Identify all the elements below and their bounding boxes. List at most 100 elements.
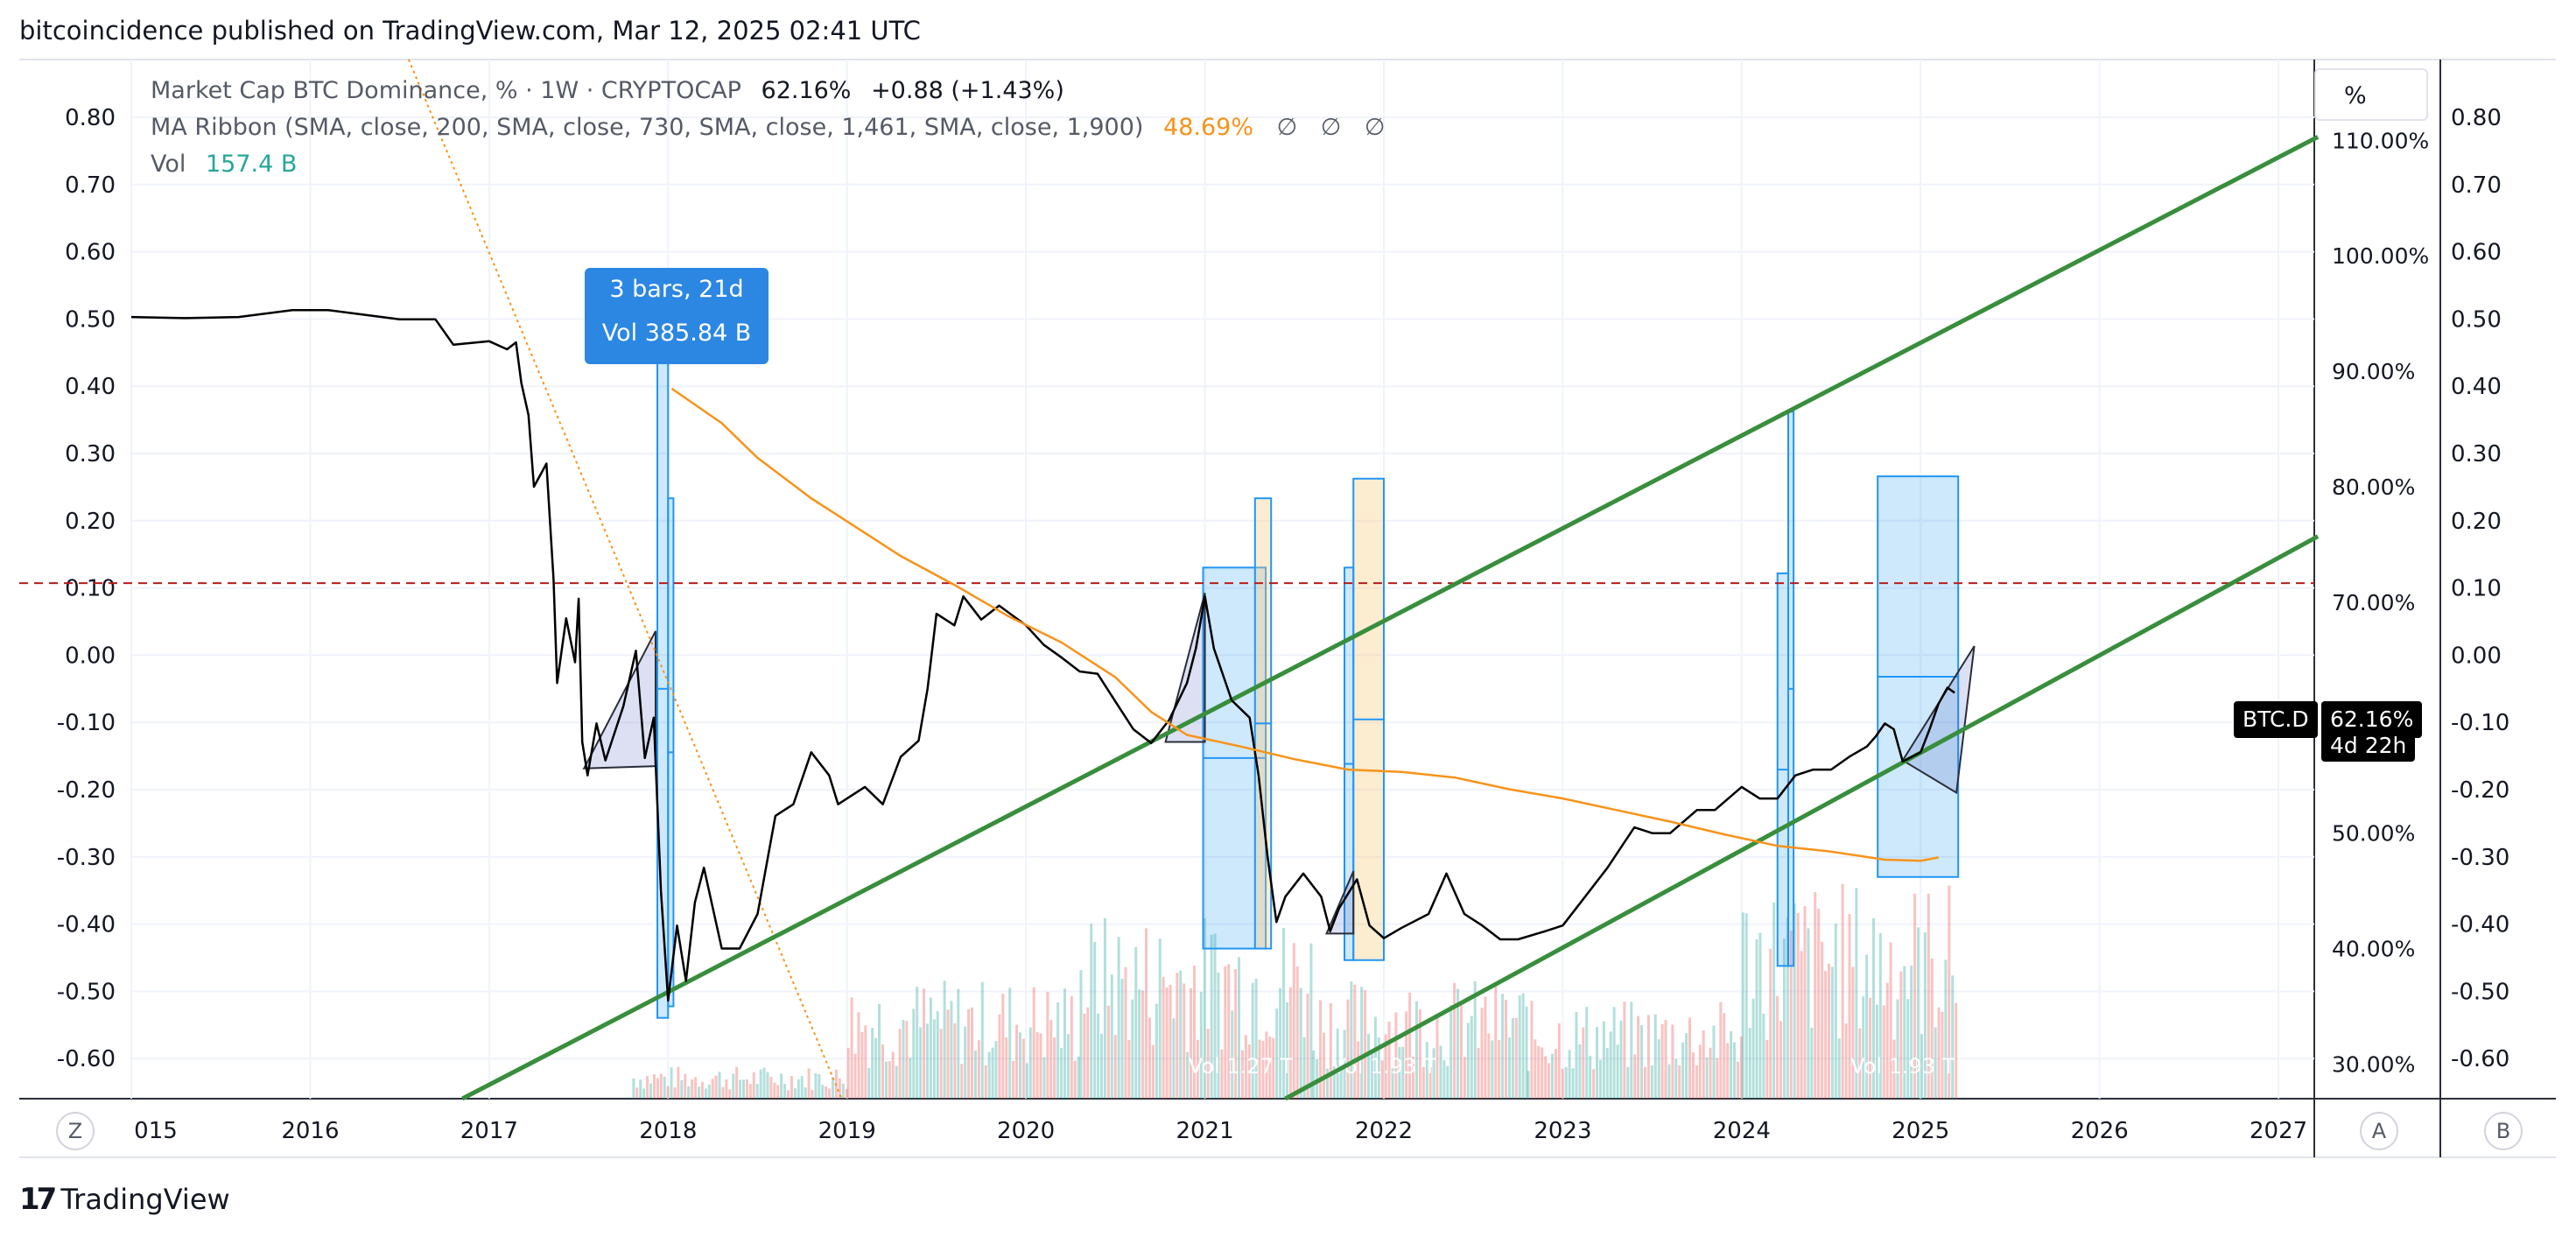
right-tick-label: -0.40 [2451, 912, 2509, 938]
volume-bar [1937, 1007, 1941, 1099]
pct-tick-label: 70.00% [2332, 590, 2415, 615]
volume-bar [1183, 983, 1186, 1099]
volume-bar [1507, 1037, 1511, 1099]
volume-bar [741, 1079, 745, 1099]
volume-bar [1527, 1071, 1530, 1099]
volume-bar [1609, 1031, 1612, 1099]
left-tick-label: -0.40 [57, 912, 116, 938]
volume-bar [1039, 1033, 1042, 1099]
volume-bar [745, 1079, 748, 1099]
volume-bar [793, 1088, 797, 1099]
volume-bar [1899, 971, 1903, 1099]
volume-bar [1425, 1042, 1428, 1099]
volume-bar [1605, 1047, 1609, 1099]
volume-bar [807, 1068, 811, 1099]
volume-bar [1592, 1069, 1596, 1099]
left-tick-label: 0.80 [65, 105, 116, 131]
volume-bar [652, 1074, 656, 1099]
legend-volume[interactable]: Vol 157.4 B [151, 151, 297, 178]
volume-bar [1626, 1066, 1630, 1099]
volume-bar [1889, 942, 1892, 1099]
left-tick-label: 0.20 [65, 509, 116, 535]
countdown-badge: 4d 22h [2321, 730, 2416, 762]
volume-bar [1712, 1025, 1716, 1099]
volume-bar [1240, 1050, 1244, 1099]
volume-bar [1882, 1005, 1885, 1099]
volume-bar [800, 1076, 804, 1099]
volume-bar [821, 1085, 825, 1099]
volume-bar [1930, 958, 1934, 1099]
volume-bar [1046, 991, 1049, 1099]
volume-bar [1484, 996, 1487, 1099]
volume-bar [1131, 999, 1134, 1099]
volume-bar [1923, 932, 1927, 1099]
left-tick-label: 0.70 [65, 172, 116, 199]
volume-bar [1012, 1060, 1015, 1099]
volume-bar [846, 1047, 850, 1099]
auto-scale-button[interactable]: A [2360, 1112, 2398, 1150]
volume-bar [656, 1078, 659, 1099]
volume-bar [1906, 999, 1910, 1099]
volume-bar [1548, 1063, 1551, 1099]
volume-bar [1875, 1004, 1878, 1099]
x-tick-label: 2027 [2250, 1118, 2307, 1144]
volume-bar [1934, 1027, 1937, 1099]
volume-bar [1619, 1020, 1623, 1099]
volume-bar [677, 1066, 680, 1099]
volume-bar [1789, 930, 1793, 1099]
volume-bar [646, 1076, 649, 1099]
volume-bar [1053, 1037, 1056, 1099]
volume-bar [1571, 1068, 1575, 1099]
volume-bar [1612, 1007, 1616, 1099]
volume-bar [1751, 998, 1755, 1099]
volume-bar [1309, 943, 1313, 1099]
volume-bar [1736, 1061, 1739, 1099]
legend-main-series[interactable]: Market Cap BTC Dominance, % · 1W · CRYPT… [151, 77, 1064, 104]
volume-bar [1598, 1059, 1602, 1099]
volume-bar [929, 997, 932, 1099]
volume-bar [1367, 1034, 1371, 1099]
volume-bar [1511, 1017, 1514, 1099]
volume-bar [864, 1025, 867, 1099]
volume-bar [994, 1041, 998, 1099]
volume-bar [1086, 1007, 1090, 1099]
volume-bar [957, 988, 960, 1099]
legend-vol-value: 157.4 B [206, 151, 298, 178]
volume-bar [987, 1051, 991, 1099]
volume-bar [1169, 984, 1172, 1099]
pct-tick-label: 40.00% [2332, 937, 2415, 962]
volume-bar [1332, 1065, 1336, 1099]
percent-scale-button[interactable]: % [2314, 68, 2428, 121]
volume-bar [1927, 893, 1930, 1099]
volume-bar [700, 1081, 704, 1099]
volume-bar [1844, 1023, 1848, 1099]
volume-scale-label: Vol 1.27 T [1189, 1054, 1294, 1079]
tooltip-bars: 3 bars, 21d [609, 276, 744, 303]
legend-series-value: 62.16% [761, 77, 852, 104]
volume-bar [964, 1026, 967, 1099]
volume-bar [1821, 941, 1824, 1099]
volume-bar [752, 1072, 755, 1099]
legend-ma-name: MA Ribbon (SMA, close, 200, SMA, close, … [151, 114, 1144, 141]
volume-bar [857, 1012, 860, 1099]
zoom-button[interactable]: Z [56, 1112, 95, 1150]
legend-ma-ribbon[interactable]: MA Ribbon (SMA, close, 200, SMA, close, … [151, 114, 1385, 141]
volume-bar [1261, 1040, 1265, 1099]
volume-bar [769, 1077, 773, 1099]
volume-bar [1494, 982, 1498, 1099]
volume-bar [707, 1084, 711, 1099]
volume-bar [891, 1051, 895, 1099]
volume-bar [1418, 1009, 1421, 1099]
volume-bar [895, 1065, 898, 1099]
volume-bar [748, 1084, 752, 1099]
right-tick-label: 0.10 [2451, 576, 2502, 602]
tradingview-logo[interactable]: 17 TradingView [19, 1182, 230, 1217]
volume-bar [1848, 914, 1851, 1099]
legend-ma-na-1: ∅ [1276, 114, 1298, 141]
volume-bar [1776, 995, 1779, 1099]
b-scale-button[interactable]: B [2484, 1112, 2523, 1150]
volume-bar [1459, 1004, 1463, 1099]
volume-bar [1206, 1029, 1210, 1099]
volume-bar [1473, 980, 1477, 1099]
